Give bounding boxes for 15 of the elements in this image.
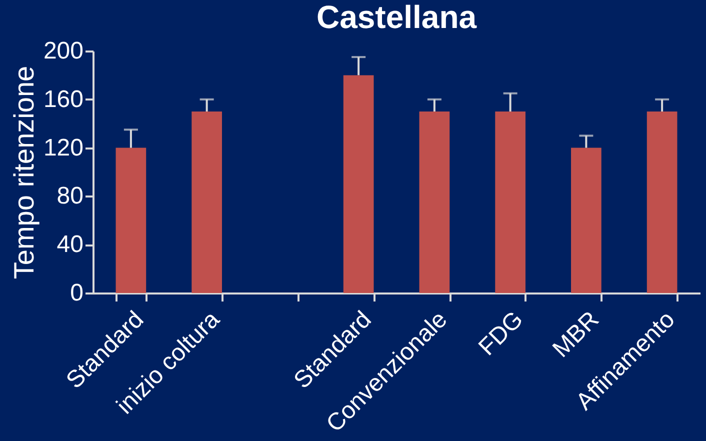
y-tick-label: 40	[56, 231, 84, 258]
bar	[343, 75, 374, 293]
y-tick-label: 120	[43, 134, 84, 162]
bar	[495, 112, 526, 293]
y-tick-label: 80	[56, 182, 84, 210]
bar	[571, 148, 602, 293]
y-tick-label: 200	[43, 38, 84, 64]
bar	[419, 112, 450, 293]
bar	[116, 148, 146, 293]
bar	[192, 112, 222, 293]
y-tick-label: 160	[43, 86, 84, 113]
chart-title: Castellana	[316, 0, 477, 35]
y-axis-title: Tempo ritenzione	[8, 66, 40, 280]
y-tick-label: 0	[70, 280, 84, 306]
bar	[646, 112, 678, 293]
